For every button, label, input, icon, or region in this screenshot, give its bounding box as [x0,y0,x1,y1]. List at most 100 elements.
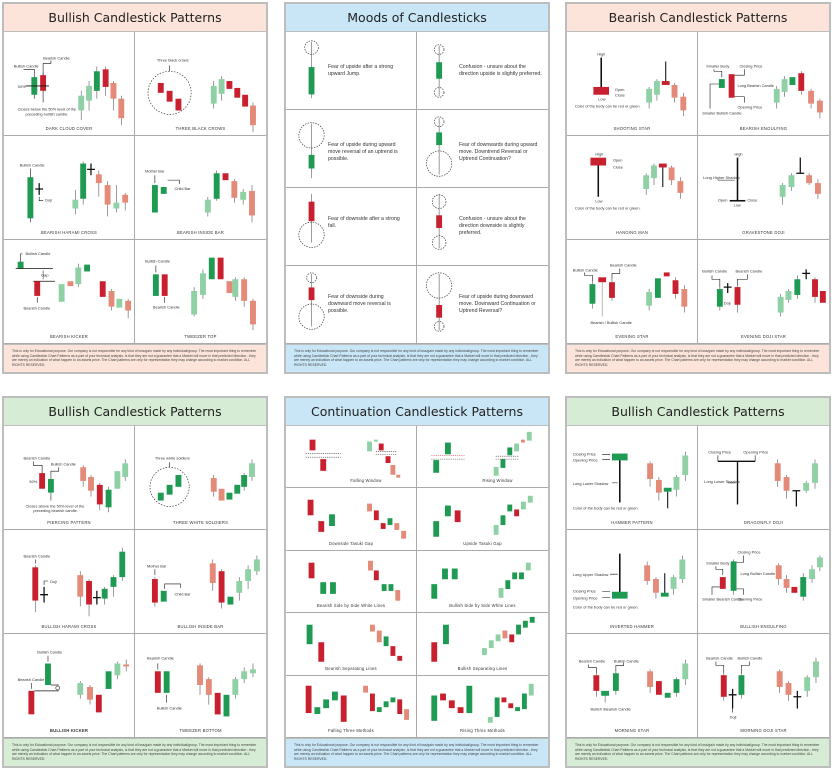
label-opening-price: Opening Price [738,597,763,602]
bearish-harami-cross-diagram: Bullish Candle Doji [20,161,129,223]
pattern-caption: Three Black Crows [175,126,226,131]
label-long-lower-shadow: Long Lower Shadow [573,481,609,486]
pattern-tweezer-bottom: Bearish Candle Bullish Candle Tweezer Bo… [135,634,266,738]
label-body-color: Color of the body can be red or green. [575,103,641,108]
mood-fear-upside-during-upward: Fear of upside during upward move revers… [286,110,417,188]
pattern-caption: Morning Star [614,728,650,733]
dragonfly-doji-chart [774,459,818,507]
label-opening-price: Opening Price [738,105,763,110]
three-white-soldiers-chart [210,459,255,501]
pattern-caption: Downside Tasuki Gap [328,540,374,546]
label-closing-price: Closing Price [738,550,761,555]
label-bearish-candle: Bearish Candle [24,455,51,460]
mood-description: Fear of downside during downward move re… [328,294,391,314]
pattern-bullish-engulfing: Smaller Body Closing Price Long Bullish … [698,530,829,634]
evening-doji-star-chart [777,269,826,317]
label-long-higher-shadow: Long Higher Shadow [703,175,740,180]
mood-description: Fear of upside during upward move revers… [328,142,398,162]
bullish-inside-bar-chart [209,555,260,609]
bullish-engulfing-diagram: Smaller Body Closing Price Long Bullish … [702,550,823,602]
pattern-upside-tasuki-gap: Upside Tasuki Gap [417,488,548,551]
pattern-caption: Bearish Engulfing [739,126,788,131]
gravestone-doji-diagram: High Long Higher Shadow Open Close Low [703,152,821,208]
pattern-caption: Falling Window [350,478,382,484]
bearish-separating-lines-diagram [306,624,403,662]
hanging-man-diagram: High Open Close Low Color of the body ca… [575,152,684,210]
pattern-bullish-side-by-side: Bullish Side by Side White Lines [417,551,548,614]
three-white-soldiers-diagram: Three white soldiers [149,455,255,507]
label-child-bar: Child Bar [175,186,192,191]
pattern-caption: Tweezer Bottom [179,728,222,733]
bearish-engulfing-diagram: Smaller Body Closing Price Long Bearish … [702,63,823,119]
pattern-bullish-harami-cross: Bearish Candle Doji Bullish Harami Cross [4,530,135,634]
pattern-dragonfly-doji: Closing Price Opening Price Long Lower S… [698,426,829,530]
label-low: Low [734,203,741,208]
mood-confusion-upside: Confusion - unsure about the direction u… [417,32,548,110]
label-close: Close [615,93,625,98]
pattern-tweezer-top: Bullish Candle Bearish Candle Tweezer To… [135,240,266,344]
label-high: High [595,152,603,157]
pattern-caption: Bullish Side by Side White Lines [449,603,516,609]
poster-title: Bullish Candlestick Patterns [4,4,266,32]
pattern-three-black-crows: Three black crows Three Black Crows [135,32,266,136]
label-smaller-body: Smaller Body [706,63,729,68]
label-bullish-candle: Bullish Candle [26,251,51,256]
bearish-inside-bar-diagram: Mother Bar Child Bar [145,168,255,223]
pattern-bearish-kicker: Bullish Candle Gap Bearish Candle Bearis… [4,240,135,344]
disclaimer: This is only for Educational purpose. Ou… [4,738,266,766]
bearish-side-by-side-diagram [308,560,401,601]
label-open: Open [718,198,728,203]
label-bearish-candle: Bearish Candle [24,306,51,311]
mood-confusion-downside: Confusion - unsure about the direction d… [417,188,548,266]
morning-doji-star-chart [776,657,819,709]
label-bearish-candle: Bearish Candle [706,656,733,661]
pattern-caption: Hammer Pattern [611,520,653,525]
label-smaller-body: Smaller Body [706,560,729,565]
label-bullish-candle: Bullish Candle [614,659,639,664]
pattern-caption: Dark Cloud Cover [45,126,93,131]
tweezer-bottom-diagram: Bearish Candle Bullish Candle [147,656,256,717]
label-child-bar: Child Bar [175,592,192,597]
gravestone-doji-chart [779,157,821,205]
label-doji: Doji [730,714,737,719]
label-high: High [735,152,743,157]
bearish-kicker-diagram: Bullish Candle Gap Bearish Candle [15,251,132,319]
label-closing-price: Closing Price [573,589,596,594]
label-close: Close [747,198,757,203]
label-open: Open [613,158,623,163]
three-black-crows-chart [210,76,256,133]
label-bearish-candle: Bearish Candle [610,263,637,268]
evening-star-chart [646,272,688,313]
label-long-bullish-candle: Long Bullish Candle [740,571,775,576]
label-bullish-candle: Bullish Candle [20,162,45,167]
bullish-separating-lines-diagram [431,617,535,662]
pattern-rising-three-methods: Rising Three Methods [417,676,548,738]
poster-bullish-patterns-2: Bullish Candlestick Patterns Bearish Can… [2,396,268,768]
mood-description: Confusion - unsure about the direction d… [459,216,526,236]
label-bearish-candle: Bearish Candle [153,305,180,310]
label-bearish-candle: Bearish Candle [147,656,174,661]
morning-star-diagram: Bearish Candle Bullish Candle Bullish /B… [579,659,689,711]
label-long-lower-shadow: Long Lower Shadow [704,479,740,484]
mood-description: Fear of upside after a strong upward Jum… [328,64,394,77]
label-doji: Doji [45,198,52,203]
tweezer-bottom-chart [197,663,256,717]
three-black-crows-diagram: Three black crows [147,57,256,133]
label-bearish-candle: Bearish Candle [579,659,606,664]
pattern-falling-window: Falling Window [286,426,417,489]
pattern-gravestone-doji: High Long Higher Shadow Open Close Low G… [698,136,829,240]
pattern-caption: Bullish Engulfing [740,624,787,629]
bearish-harami-chart [72,161,129,217]
pattern-caption: Bullish Harami Cross [41,624,97,629]
label-low: Low [598,97,605,102]
label-bullish-candle: Bullish Candle [14,63,39,68]
mood-candle-diagram [298,122,325,179]
poster-title: Bearish Candlestick Patterns [567,4,829,32]
label-bearish-candle: Bearish Candle [24,554,51,559]
falling-three-methods-diagram [305,685,409,722]
piercing-pattern-diagram: Bearish Candle Bullish Candle 50% Closes… [24,455,129,513]
label-smaller-bullish-candle: Smaller Bullish Candle [702,110,741,115]
pattern-caption: Rising Three Methods [460,728,505,733]
bearish-kicker-chart [58,263,132,319]
disclaimer: This is only for Educational purpose. Ou… [286,344,548,372]
